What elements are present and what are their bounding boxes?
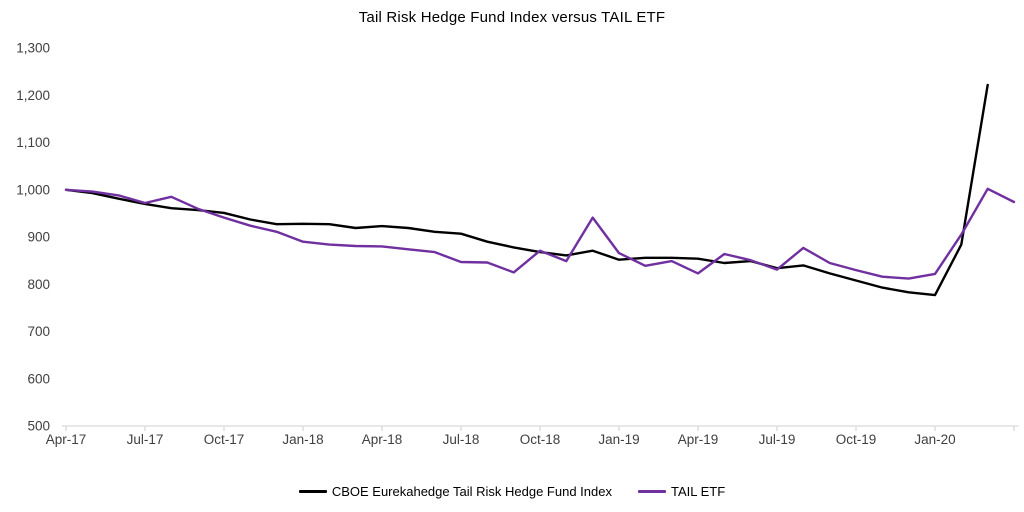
x-axis-tick-label: Apr-19 [678,432,719,447]
x-axis-tick-label: Oct-18 [520,432,561,447]
y-axis-tick-label: 1,000 [16,182,50,197]
x-axis-tick-label: Apr-18 [362,432,403,447]
x-axis-tick-label: Oct-17 [204,432,245,447]
legend-label-etf: TAIL ETF [670,484,726,499]
x-axis-tick-label: Jul-18 [443,432,480,447]
legend-line-swatch-index [298,490,327,493]
y-axis-tick-label: 900 [27,230,50,245]
legend: CBOE Eurekahedge Tail Risk Hedge Fund In… [0,484,1024,499]
legend-label-index: CBOE Eurekahedge Tail Risk Hedge Fund In… [331,484,612,499]
series-line-index [64,83,989,297]
legend-item-index: CBOE Eurekahedge Tail Risk Hedge Fund In… [298,484,612,499]
x-axis-tick-label: Jul-17 [127,432,164,447]
series-line-etf [64,187,1016,280]
y-axis-tick-label: 500 [27,419,50,434]
x-axis-tick-label: Oct-19 [836,432,877,447]
legend-item-etf: TAIL ETF [637,484,726,499]
y-axis-tick-label: 1,100 [16,135,50,150]
x-axis-tick-label: Jan-19 [598,432,639,447]
x-axis-tick-label: Jul-19 [759,432,796,447]
x-axis-tick-label: Jan-20 [914,432,955,447]
y-axis-tick-label: 800 [27,277,50,292]
y-axis-tick-label: 1,200 [16,88,50,103]
legend-line-swatch-etf [637,490,666,493]
x-axis-tick-label: Apr-17 [46,432,87,447]
x-axis-tick-label: Jan-18 [282,432,323,447]
chart-title: Tail Risk Hedge Fund Index versus TAIL E… [358,9,666,26]
y-axis-tick-label: 1,300 [16,41,50,56]
y-axis-tick-label: 600 [27,371,50,386]
y-axis-tick-label: 700 [27,324,50,339]
